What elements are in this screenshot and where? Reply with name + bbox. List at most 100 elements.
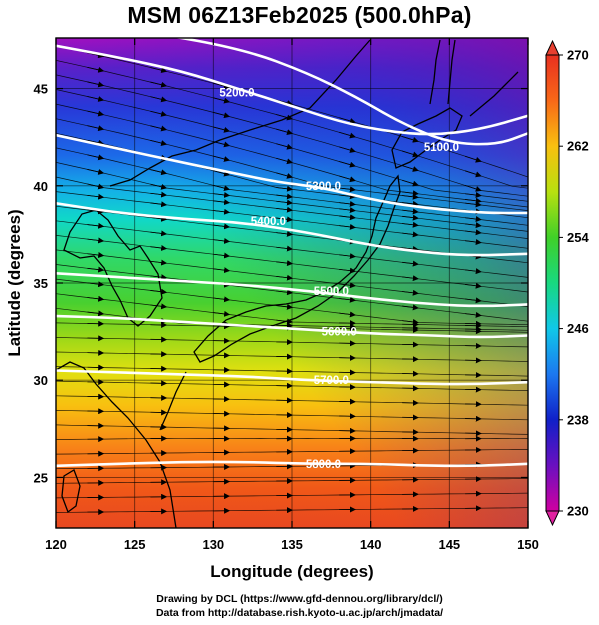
streamline-arrow [213,126,231,133]
credit-data-source: Data from http://database.rish.kyoto-u.a… [155,607,444,619]
y-axis-label: Latitude (degrees) [5,209,24,356]
coastline-kurils [469,71,519,117]
streamline-arrow [276,318,293,325]
coastline-taiwan [61,469,81,514]
streamline-arrow [276,289,293,296]
colorbar: 230 238 246 254 262 270 [545,39,589,527]
streamline-arrow [87,237,105,244]
streamline-arrow [213,267,231,274]
colorbar-tick-label: 254 [567,230,589,245]
streamline-arrow [402,260,419,267]
streamline-arrow [402,200,419,207]
streamline-arrow [213,170,231,177]
contour-label: 5100.0 [424,142,459,154]
streamline-arrow [150,215,168,222]
coastline-ryukyu [159,371,187,431]
streamline-arrow [87,110,105,117]
x-axis-label: Longitude (degrees) [210,562,373,581]
contour-line-5200 [56,44,528,136]
streamline-arrow [213,252,231,259]
streamline-arrow [465,297,482,304]
streamline-arrow [402,231,419,238]
streamline-arrow [402,165,419,172]
streamline-arrow [465,192,482,199]
contour-line-5600 [56,314,528,339]
streamline-arrow [339,282,356,289]
contour-label: 5600.0 [322,327,357,339]
streamline-arrow [213,155,231,162]
streamline-arrow [213,223,231,230]
streamline-arrow [464,185,482,192]
streamline-arrow [402,208,419,215]
streamline-arrow [465,201,482,208]
x-tick-label: 125 [124,537,146,552]
x-tick-label: 120 [45,537,67,552]
contour-line-5300 [56,133,528,215]
geopotential-height-contours: 5200.0 5100.0 5300.0 5400.0 5500.0 5600.0 5700… [56,38,528,471]
streamline-arrow [276,216,293,223]
map-title: MSM 06Z13Feb2025 (500.0hPa) [127,2,472,28]
streamline-arrow [339,207,356,214]
x-tick-label: 150 [517,537,539,552]
streamline-arrow [339,200,356,207]
streamline-arrow [402,193,419,200]
y-tick-label: 30 [34,373,48,388]
streamline-arrow [150,201,168,208]
graticule [56,38,528,528]
streamline-arrow [276,185,293,192]
streamline-arrow [339,117,356,124]
streamline-arrow [465,268,482,275]
colorbar-top-arrow [545,39,560,56]
contour-label: 5300.0 [306,181,341,193]
streamline-arrow [465,311,482,318]
streamline-arrow [150,288,168,295]
streamline-arrow [402,136,419,143]
streamline-arrow [213,199,231,206]
coastline [56,39,519,528]
streamline-arrow [276,199,293,206]
streamline-arrow [150,81,168,88]
streamline-arrow [87,310,105,317]
coastline-japan [193,174,401,363]
streamline-arrow [87,139,105,146]
streamline-arrow [276,245,293,252]
colorbar-tick-label: 230 [567,504,589,519]
credit-drawing: Drawing by DCL (https://www.gfd-dennou.o… [156,593,443,605]
streamline-arrow [150,303,168,310]
streamline-arrow [150,110,168,117]
streamline-arrow [150,169,168,176]
streamline-arrow [402,304,419,311]
colorbar-body [545,54,560,512]
streamline-arrow [339,223,356,230]
streamline-arrow [276,260,293,267]
streamline-arrow [213,237,231,244]
streamline-arrow [402,289,419,296]
streamline-arrow [339,311,356,318]
streamline-arrow [402,214,419,221]
streamline-arrow [87,81,105,88]
streamline-arrow [339,146,356,153]
streamline-arrow [402,246,419,253]
streamline-arrow [87,252,105,258]
streamline-arrow [402,190,419,197]
streamline-arrow [276,274,293,281]
x-tick-label: 135 [281,537,303,552]
coastline-korea [63,209,163,327]
streamline-arrow [339,186,356,193]
streamline-arrow [465,239,482,245]
streamline-arrow [213,191,231,198]
y-tick-label: 45 [34,82,48,97]
streamline-arrow [213,97,231,104]
contour-line-5800 [56,460,528,468]
streamline-arrow [150,245,168,251]
streamline-arrow [276,157,293,165]
streamline-arrow [150,125,168,132]
streamline-arrow [464,155,482,163]
streamline-arrow [213,82,231,89]
contour-line-5100 [174,38,528,146]
streamline-arrow [150,259,168,266]
streamline-arrow [339,131,356,139]
colorbar-tick-label: 246 [567,321,589,336]
coastline-north [109,39,371,187]
x-tick-label: 130 [202,537,224,552]
